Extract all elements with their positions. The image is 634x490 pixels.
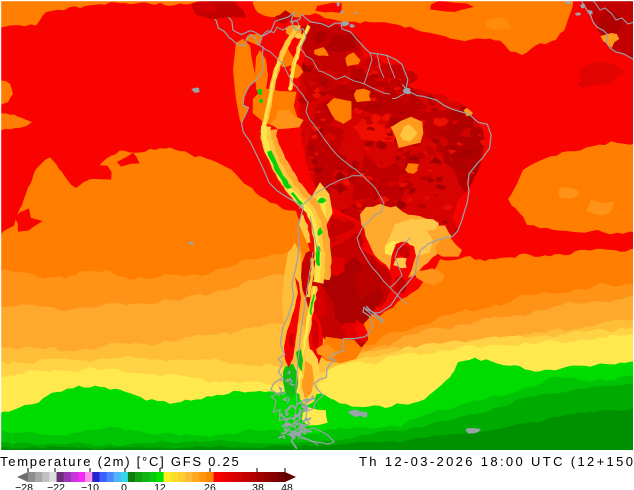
svg-text:38: 38 (252, 482, 264, 490)
svg-text:0: 0 (121, 482, 127, 490)
svg-text:Temperature (2m) [°C] GFS 0.25: Temperature (2m) [°C] GFS 0.25 (0, 454, 240, 469)
svg-text:−10: −10 (81, 482, 99, 490)
svg-text:−28: −28 (15, 482, 33, 490)
svg-text:26: 26 (204, 482, 216, 490)
svg-text:−22: −22 (47, 482, 65, 490)
svg-text:48: 48 (281, 482, 293, 490)
svg-text:Th 12-03-2026 18:00 UTC (12+15: Th 12-03-2026 18:00 UTC (12+150) (359, 454, 634, 469)
svg-text:12: 12 (154, 482, 166, 490)
